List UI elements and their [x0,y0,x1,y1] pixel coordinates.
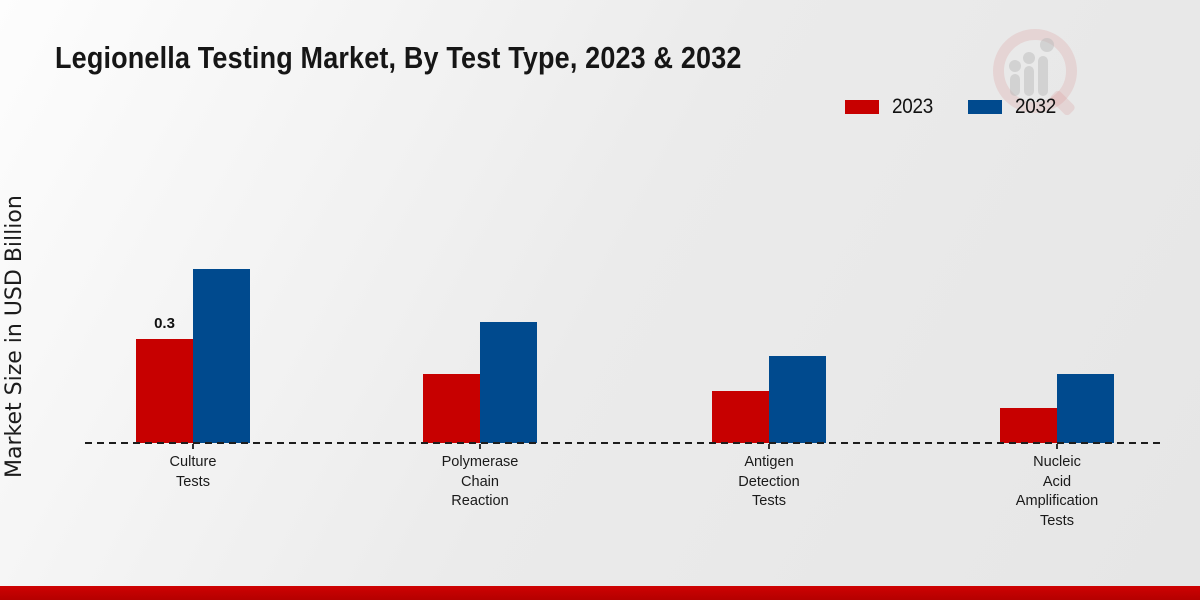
logo-dot-icon [1040,38,1054,52]
logo-dot-icon [1023,52,1035,64]
bar-value-label: 0.3 [154,315,175,332]
logo-bar-icon [1024,66,1034,96]
x-axis-tick [768,444,770,449]
bar-2023-nucleic-acid-amplification-tests [1000,408,1057,443]
chart-title: Legionella Testing Market, By Test Type,… [55,40,742,75]
logo-bar-icon [1010,74,1020,96]
bar-2032-polymerase-chain-reaction [480,322,537,443]
bar-2023-polymerase-chain-reaction [423,374,480,443]
x-axis-baseline [85,442,1163,444]
logo-bar-icon [1038,56,1048,96]
logo-dot-icon [1009,60,1021,72]
legend-swatch-2032 [967,100,1002,114]
x-axis-category-label: Culture Tests [169,453,217,490]
bar-2032-culture-tests [193,269,250,443]
bar-2032-nucleic-acid-amplification-tests [1057,374,1114,443]
x-axis-tick [479,444,481,449]
bar-2023-culture-tests [136,339,193,443]
legend-label: 2023 [892,95,933,118]
legend-item-2023: 2023 [845,95,938,119]
bar-2023-antigen-detection-tests [712,391,769,443]
legend-swatch-2023 [845,100,879,114]
x-axis-category-label: Nucleic Acid Amplification Tests [1015,453,1099,529]
legend-item-2032: 2032 [967,95,1061,119]
x-axis-tick [192,444,194,449]
x-axis-category-label: Polymerase Chain Reaction [441,453,519,509]
x-axis-tick [1056,444,1058,449]
bar-2032-antigen-detection-tests [769,356,826,443]
brand-watermark-icon [988,26,1083,117]
magnifier-ring-icon [993,29,1077,113]
x-axis-category-label: Antigen Detection Tests [738,453,800,509]
legend: 2023 2032 [845,95,1060,119]
footer-accent-bar [0,586,1200,600]
legend-label: 2032 [1014,95,1056,118]
